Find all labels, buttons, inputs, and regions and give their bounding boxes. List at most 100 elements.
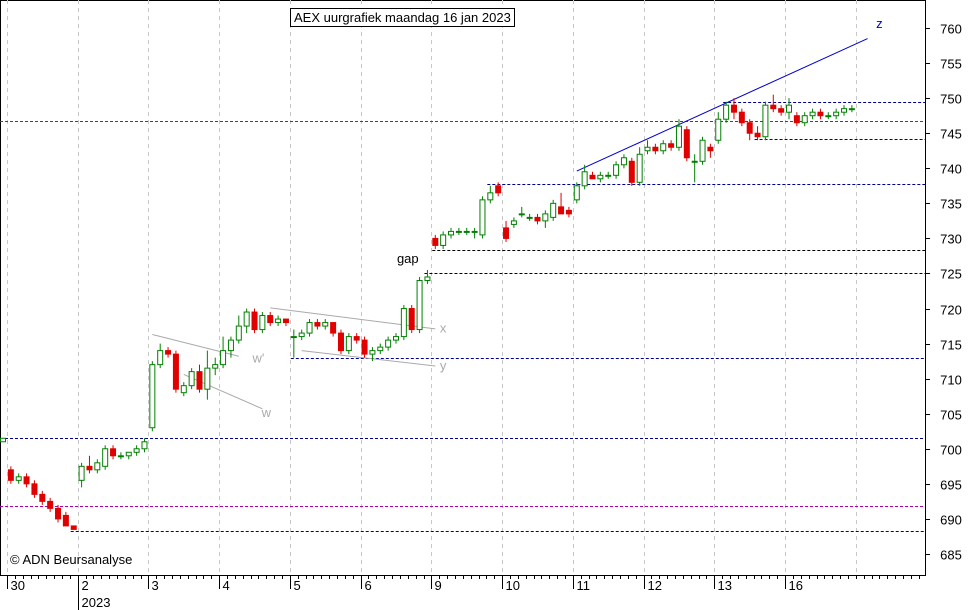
y-tick-label: 720 <box>940 303 962 318</box>
candle-body <box>793 115 800 124</box>
candle-body <box>94 462 101 471</box>
candle-body <box>86 465 93 471</box>
candle-body <box>644 146 651 152</box>
candle-body <box>440 234 447 246</box>
candle-body <box>117 455 124 458</box>
candle-body <box>660 143 667 152</box>
x-day-label: 13 <box>718 578 732 593</box>
candle-body <box>675 125 682 148</box>
candle-body <box>715 118 722 141</box>
candle-body <box>7 469 14 481</box>
annotation-y: y <box>440 358 447 373</box>
candle-body <box>400 308 407 338</box>
x-day-label: 3 <box>152 578 159 593</box>
x-day-label: 30 <box>11 578 25 593</box>
candle-body <box>70 525 77 530</box>
candle-body <box>487 192 494 201</box>
candle-body <box>550 202 557 218</box>
candle-body <box>290 336 297 339</box>
candle-body <box>306 322 313 334</box>
candle-body <box>510 220 517 225</box>
x-day-label: 9 <box>435 578 442 593</box>
candle-body <box>377 346 384 352</box>
candle-body <box>330 322 337 334</box>
candle-body <box>102 448 109 467</box>
candle-body <box>565 209 572 215</box>
y-tick-label: 700 <box>940 443 962 458</box>
candle-body <box>416 279 423 331</box>
candle-body <box>23 476 30 485</box>
candle-body <box>605 174 612 177</box>
x-day-label: 12 <box>648 578 662 593</box>
candle-body <box>385 339 392 348</box>
annotation-w: w <box>261 405 272 420</box>
candle-body <box>243 311 250 327</box>
candle-body <box>770 104 777 110</box>
annotation-w: w' <box>252 351 265 366</box>
x-day-label: 2 <box>82 578 89 593</box>
candle-body <box>78 465 85 481</box>
candle-body <box>259 315 266 331</box>
y-tick-label: 755 <box>940 57 962 72</box>
candle-body <box>786 104 792 113</box>
x-day-label: 16 <box>789 578 803 593</box>
candle-body <box>542 213 549 222</box>
candle-body <box>518 213 525 216</box>
candle-body <box>825 115 832 118</box>
candle-body <box>180 385 187 394</box>
chart-title: AEX uurgrafiek maandag 16 jan 2023 <box>290 8 515 27</box>
trendline-z <box>576 38 868 172</box>
candle-body <box>762 104 769 138</box>
candle-body <box>652 146 659 152</box>
candle-body <box>361 339 368 355</box>
annotation-gap: gap <box>397 251 419 266</box>
candle-body <box>31 483 38 495</box>
candle-body <box>723 104 730 120</box>
candle-body <box>62 514 69 527</box>
candle-body <box>589 174 596 180</box>
annotation-z: z <box>876 16 883 31</box>
candle-body <box>149 364 156 429</box>
y-tick-label: 745 <box>940 127 962 142</box>
candle-body <box>841 108 848 113</box>
candle-body <box>628 160 635 183</box>
candle-body <box>495 185 502 194</box>
y-tick-label: 750 <box>940 92 962 107</box>
y-tick-label: 740 <box>940 162 962 177</box>
candle-body <box>738 111 745 124</box>
candle-body <box>699 139 706 162</box>
candle-body <box>188 371 195 387</box>
candle-body <box>353 336 360 341</box>
y-tick-label: 690 <box>940 513 962 528</box>
candle-body <box>251 311 258 331</box>
candle-body <box>809 111 816 117</box>
y-tick-label: 715 <box>940 338 962 353</box>
candle-body <box>196 371 203 390</box>
x-day-label: 11 <box>577 578 591 593</box>
candle-body <box>613 164 620 176</box>
y-tick-label: 735 <box>940 197 962 212</box>
candle-body <box>298 332 305 338</box>
candle-body <box>282 318 289 324</box>
candle-body <box>581 171 588 187</box>
candle-body <box>133 448 140 453</box>
candle-body <box>337 332 344 352</box>
candle-body <box>801 115 808 124</box>
y-tick-label: 760 <box>940 22 962 37</box>
candle-body <box>125 451 132 457</box>
annotation-x: x <box>440 320 447 335</box>
candle-body <box>141 441 148 450</box>
candle-body <box>778 108 785 113</box>
candle-body <box>707 146 714 152</box>
candle-body <box>227 339 234 352</box>
y-tick-label: 685 <box>940 548 962 563</box>
candle-body <box>455 230 462 233</box>
candle-body <box>267 315 274 324</box>
trendline-y <box>301 350 436 367</box>
candle-body <box>157 350 164 366</box>
y-tick-label: 730 <box>940 232 962 247</box>
candle-body <box>424 276 431 281</box>
candle-body <box>534 216 541 222</box>
candle-body <box>322 322 329 327</box>
